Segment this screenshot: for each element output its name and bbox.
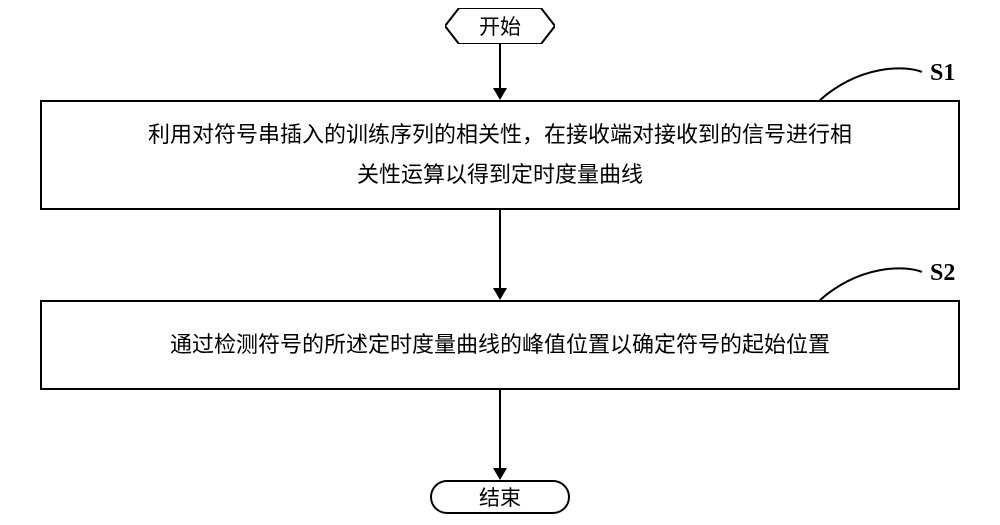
start-label: 开始 (445, 8, 555, 44)
end-label: 结束 (430, 480, 570, 514)
label-s2: S2 (930, 260, 955, 287)
arrow-head-start-s1 (493, 88, 507, 100)
flowchart-canvas: 开始 利用对符号串插入的训练序列的相关性，在接收端对接收到的信号进行相 关性运算… (0, 0, 1000, 525)
start-terminator: 开始 (445, 8, 555, 44)
arrow-head-s1-s2 (493, 288, 507, 300)
arrow-start-s1 (499, 44, 501, 88)
label-s1: S1 (930, 60, 955, 87)
arrow-s2-end (499, 390, 501, 468)
process-s1: 利用对符号串插入的训练序列的相关性，在接收端对接收到的信号进行相 关性运算以得到… (40, 100, 960, 210)
arrow-head-s2-end (493, 468, 507, 480)
process-s1-line1: 利用对符号串插入的训练序列的相关性，在接收端对接收到的信号进行相 (148, 122, 852, 147)
arrow-s1-s2 (499, 210, 501, 288)
end-terminator: 结束 (430, 480, 570, 514)
process-s2: 通过检测符号的所述定时度量曲线的峰值位置以确定符号的起始位置 (40, 300, 960, 390)
process-s2-line1: 通过检测符号的所述定时度量曲线的峰值位置以确定符号的起始位置 (170, 332, 830, 357)
process-s1-line2: 关性运算以得到定时度量曲线 (357, 162, 643, 187)
